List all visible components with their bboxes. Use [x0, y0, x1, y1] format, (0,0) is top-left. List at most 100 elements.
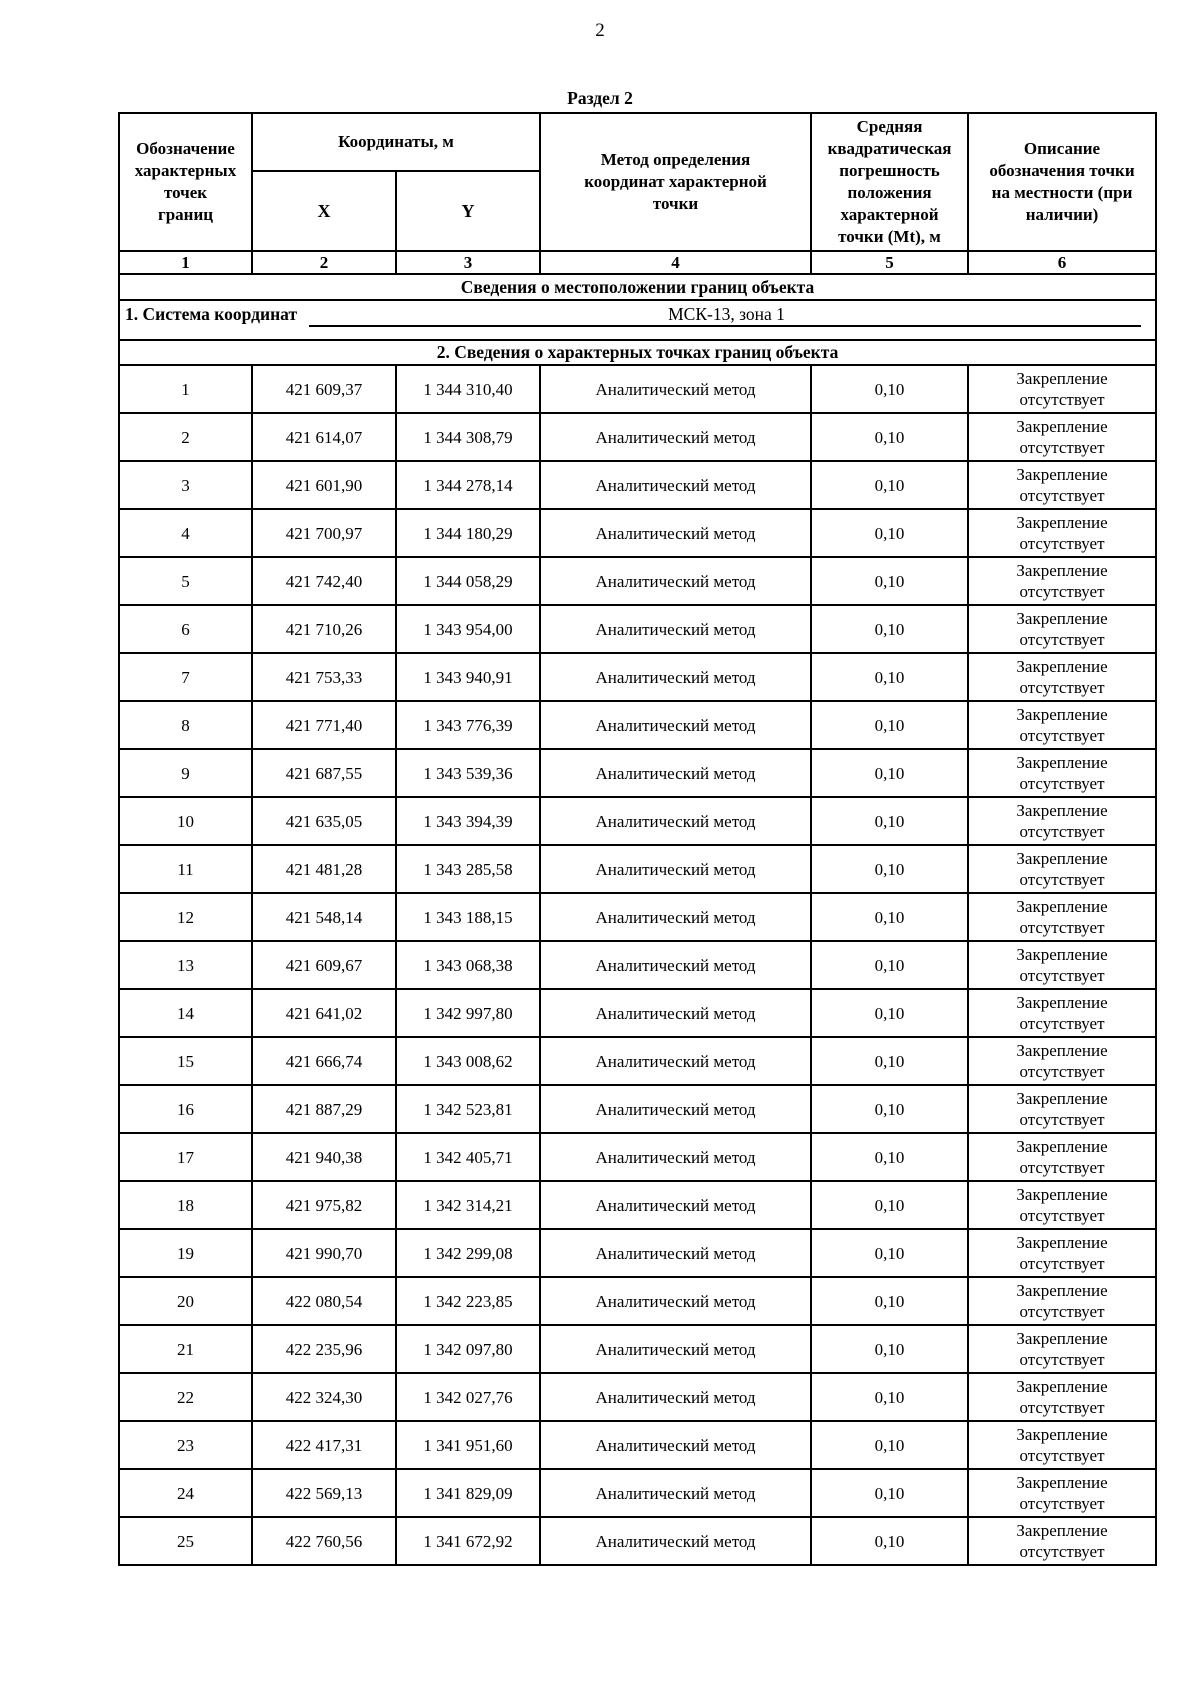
cell-point-number: 19 — [118, 1228, 253, 1278]
cell-x: 422 235,96 — [251, 1324, 397, 1374]
header-error: Средняя квадратическая погрешность полож… — [810, 112, 970, 252]
cell-x: 421 940,38 — [251, 1132, 397, 1182]
cell-point-number: 14 — [118, 988, 253, 1038]
cell-x: 421 990,70 — [251, 1228, 397, 1278]
cell-x: 422 569,13 — [251, 1468, 397, 1518]
cell-point-number: 7 — [118, 652, 253, 702]
cell-x: 421 641,02 — [251, 988, 397, 1038]
cell-mt: 0,10 — [810, 1516, 970, 1566]
cell-method: Аналитический метод — [539, 508, 813, 558]
coord-system-label: 1. Система координат — [125, 304, 298, 324]
cell-mt: 0,10 — [810, 460, 970, 510]
points-table-body: 1 421 609,37 1 344 310,40 Аналитический мет… — [118, 364, 1158, 1566]
point-row: 8 421 771,40 1 343 776,39 Аналитический мет… — [118, 700, 1158, 750]
cell-point-number: 5 — [118, 556, 253, 606]
cell-point-number: 16 — [118, 1084, 253, 1134]
cell-method: Аналитический метод — [539, 652, 813, 702]
cell-method: Аналитический метод — [539, 1132, 813, 1182]
point-row: 7 421 753,33 1 343 940,91 Аналитический мет… — [118, 652, 1158, 702]
cell-x: 421 687,55 — [251, 748, 397, 798]
cell-method: Аналитический метод — [539, 700, 813, 750]
cell-method: Аналитический метод — [539, 604, 813, 654]
point-row: 5 421 742,40 1 344 058,29 Аналитический мет… — [118, 556, 1158, 606]
cell-method: Аналитический метод — [539, 988, 813, 1038]
cell-description: Закрепление отсутствует — [967, 748, 1158, 798]
cell-method: Аналитический метод — [539, 1036, 813, 1086]
cell-description: Закрепление отсутствует — [967, 556, 1158, 606]
cell-x: 421 887,29 — [251, 1084, 397, 1134]
cell-mt: 0,10 — [810, 604, 970, 654]
cell-description: Закрепление отсутствует — [967, 1516, 1158, 1566]
cell-mt: 0,10 — [810, 796, 970, 846]
cell-point-number: 4 — [118, 508, 253, 558]
cell-description: Закрепление отсутствует — [967, 412, 1158, 462]
cell-y: 1 343 008,62 — [394, 1036, 542, 1086]
cell-point-number: 3 — [118, 460, 253, 510]
cell-mt: 0,10 — [810, 652, 970, 702]
cell-x: 421 635,05 — [251, 796, 397, 846]
cell-method: Аналитический метод — [539, 748, 813, 798]
cell-mt: 0,10 — [810, 844, 970, 894]
cell-description: Закрепление отсутствует — [967, 1084, 1158, 1134]
cell-mt: 0,10 — [810, 1276, 970, 1326]
point-row: 13 421 609,67 1 343 068,38 Аналитический ме… — [118, 940, 1158, 990]
cell-x: 421 710,26 — [251, 604, 397, 654]
point-row: 1 421 609,37 1 344 310,40 Аналитический мет… — [118, 364, 1158, 414]
cell-mt: 0,10 — [810, 1372, 970, 1422]
cell-point-number: 24 — [118, 1468, 253, 1518]
cell-method: Аналитический метод — [539, 1516, 813, 1566]
header-method: Метод определения координат характерной … — [539, 112, 813, 252]
column-number-row: 1 2 3 4 5 6 — [118, 250, 1158, 275]
cell-mt: 0,10 — [810, 1180, 970, 1230]
cell-description: Закрепление отсутствует — [967, 844, 1158, 894]
cell-y: 1 344 180,29 — [394, 508, 542, 558]
cell-method: Аналитический метод — [539, 460, 813, 510]
cell-x: 421 548,14 — [251, 892, 397, 942]
cell-y: 1 344 308,79 — [394, 412, 542, 462]
cell-description: Закрепление отсутствует — [967, 796, 1158, 846]
cell-point-number: 8 — [118, 700, 253, 750]
cell-y: 1 341 672,92 — [394, 1516, 542, 1566]
cell-mt: 0,10 — [810, 556, 970, 606]
cell-method: Аналитический метод — [539, 556, 813, 606]
header-coordinates-group: Координаты, м — [250, 112, 542, 172]
point-row: 10 421 635,05 1 343 394,39 Аналитический ме… — [118, 796, 1158, 846]
point-row: 22 422 324,30 1 342 027,76 Аналитический ме… — [118, 1372, 1158, 1422]
cell-description: Закрепление отсутствует — [967, 652, 1158, 702]
cell-description: Закрепление отсутствует — [967, 1468, 1158, 1518]
cell-point-number: 23 — [118, 1420, 253, 1470]
point-row: 6 421 710,26 1 343 954,00 Аналитический мет… — [118, 604, 1158, 654]
cell-point-number: 21 — [118, 1324, 253, 1374]
column-number-6: 6 — [967, 250, 1158, 275]
cell-mt: 0,10 — [810, 1324, 970, 1374]
point-row: 15 421 666,74 1 343 008,62 Аналитический ме… — [118, 1036, 1158, 1086]
cell-y: 1 342 997,80 — [394, 988, 542, 1038]
point-row: 20 422 080,54 1 342 223,85 Аналитический ме… — [118, 1276, 1158, 1326]
point-row: 9 421 687,55 1 343 539,36 Аналитический мет… — [118, 748, 1158, 798]
cell-y: 1 342 314,21 — [394, 1180, 542, 1230]
cell-description: Закрепление отсутствует — [967, 1228, 1158, 1278]
cell-method: Аналитический метод — [539, 1324, 813, 1374]
coord-system-row: 1. Система координат МСК-13, зона 1 — [117, 299, 1158, 341]
cell-description: Закрепление отсутствует — [967, 364, 1158, 414]
column-number-1: 1 — [118, 250, 253, 275]
cell-method: Аналитический метод — [539, 1084, 813, 1134]
cell-x: 422 417,31 — [251, 1420, 397, 1470]
table-title: Сведения о местоположении границ объекта — [117, 273, 1158, 301]
cell-y: 1 341 829,09 — [394, 1468, 542, 1518]
point-row: 16 421 887,29 1 342 523,81 Аналитический ме… — [118, 1084, 1158, 1134]
cell-point-number: 18 — [118, 1180, 253, 1230]
cell-method: Аналитический метод — [539, 940, 813, 990]
header-description: Описание обозначения точки на местности … — [967, 112, 1158, 252]
cell-description: Закрепление отсутствует — [967, 508, 1158, 558]
cell-description: Закрепление отсутствует — [967, 700, 1158, 750]
header-row-2: X Y — [119, 170, 1156, 252]
point-row: 24 422 569,13 1 341 829,09 Аналитический ме… — [118, 1468, 1158, 1518]
point-row: 4 421 700,97 1 344 180,29 Аналитический мет… — [118, 508, 1158, 558]
cell-description: Закрепление отсутствует — [967, 988, 1158, 1038]
cell-point-number: 12 — [118, 892, 253, 942]
cell-y: 1 342 223,85 — [394, 1276, 542, 1326]
column-number-4: 4 — [539, 250, 813, 275]
cell-point-number: 13 — [118, 940, 253, 990]
cell-description: Закрепление отсутствует — [967, 460, 1158, 510]
